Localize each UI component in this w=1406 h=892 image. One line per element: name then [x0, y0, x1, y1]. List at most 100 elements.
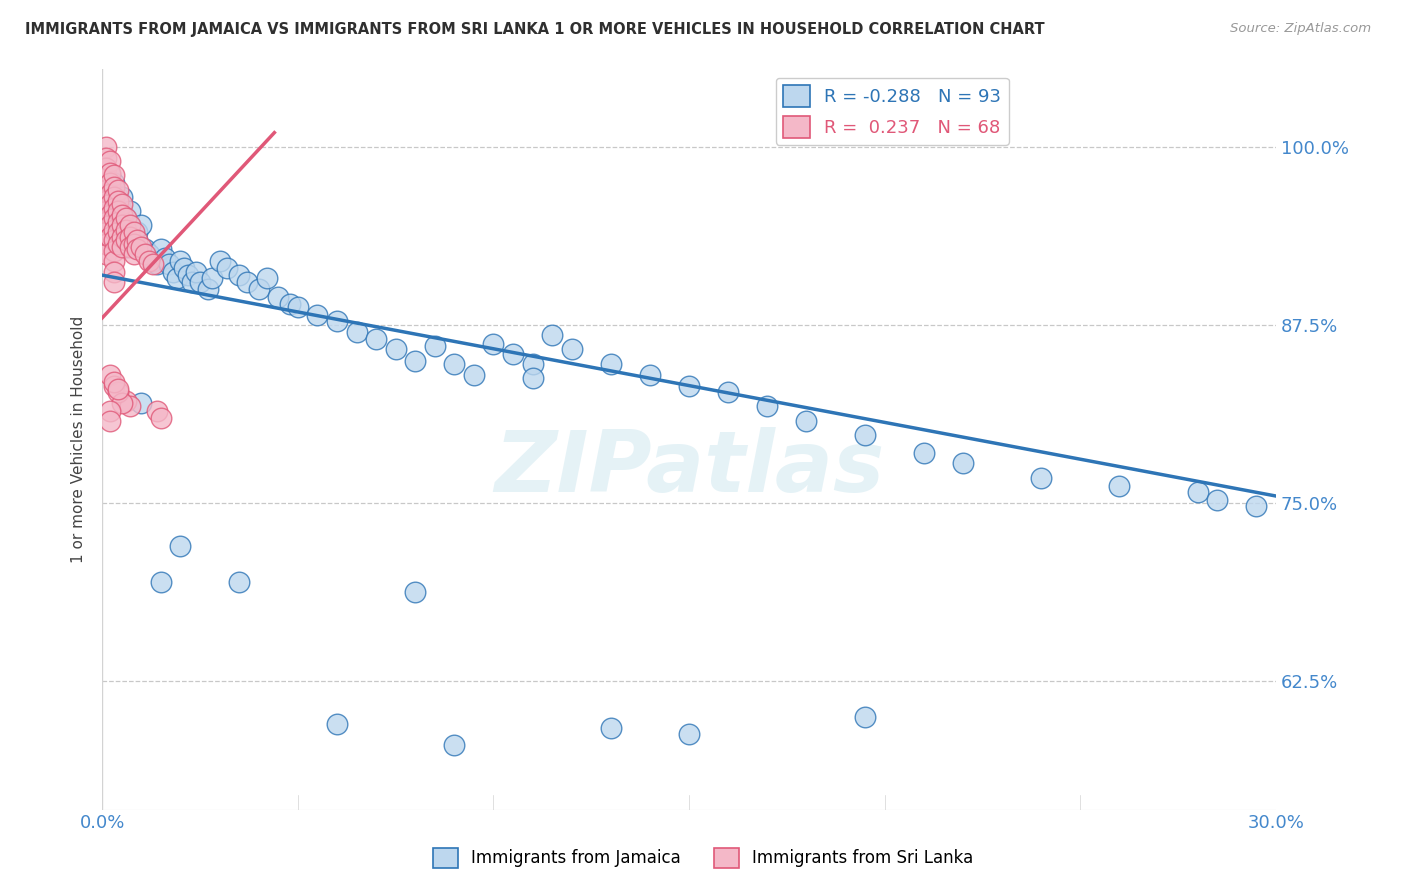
Point: [853, 710, 876, 724]
Point: [103, 233, 125, 247]
Point: [118, 399, 141, 413]
Point: [122, 240, 145, 254]
Point: [94, 151, 117, 165]
Point: [138, 247, 160, 261]
Point: [122, 236, 145, 251]
Point: [134, 247, 156, 261]
Point: [94, 161, 117, 176]
Point: [107, 208, 129, 222]
Point: [267, 289, 290, 303]
Point: [98, 154, 121, 169]
Point: [131, 219, 153, 233]
Point: [103, 275, 125, 289]
Point: [118, 219, 141, 233]
Point: [114, 233, 136, 247]
Point: [228, 268, 250, 282]
Point: [131, 240, 153, 254]
Point: [166, 271, 188, 285]
Point: [256, 271, 278, 285]
Legend: R = -0.288   N = 93, R =  0.237   N = 68: R = -0.288 N = 93, R = 0.237 N = 68: [776, 78, 1008, 145]
Legend: Immigrants from Jamaica, Immigrants from Sri Lanka: Immigrants from Jamaica, Immigrants from…: [426, 841, 980, 875]
Point: [118, 204, 141, 219]
Point: [122, 226, 145, 240]
Point: [541, 328, 564, 343]
Point: [127, 233, 149, 247]
Point: [127, 226, 149, 240]
Point: [599, 721, 621, 735]
Point: [103, 265, 125, 279]
Point: [717, 384, 740, 399]
Point: [94, 215, 117, 229]
Point: [364, 332, 387, 346]
Point: [103, 244, 125, 258]
Point: [912, 446, 935, 460]
Point: [678, 727, 700, 741]
Point: [94, 197, 117, 211]
Point: [111, 240, 134, 254]
Point: [127, 243, 149, 257]
Point: [94, 140, 117, 154]
Point: [326, 717, 349, 731]
Point: [98, 368, 121, 382]
Point: [114, 240, 136, 254]
Y-axis label: 1 or more Vehicles in Household: 1 or more Vehicles in Household: [72, 316, 86, 563]
Point: [142, 257, 165, 271]
Point: [114, 393, 136, 408]
Point: [103, 211, 125, 226]
Point: [247, 282, 270, 296]
Point: [98, 403, 121, 417]
Point: [111, 204, 134, 219]
Point: [103, 219, 125, 233]
Point: [111, 219, 134, 233]
Point: [107, 194, 129, 208]
Point: [169, 253, 191, 268]
Point: [173, 260, 195, 275]
Point: [111, 208, 134, 222]
Point: [278, 296, 301, 310]
Point: [482, 336, 505, 351]
Point: [326, 314, 349, 328]
Point: [111, 396, 134, 410]
Point: [153, 251, 176, 265]
Point: [98, 219, 121, 233]
Point: [103, 379, 125, 393]
Point: [188, 275, 211, 289]
Point: [502, 346, 524, 360]
Point: [94, 176, 117, 190]
Point: [346, 325, 368, 339]
Point: [103, 375, 125, 389]
Point: [1031, 470, 1053, 484]
Point: [107, 190, 129, 204]
Point: [98, 190, 121, 204]
Point: [142, 253, 165, 268]
Text: Source: ZipAtlas.com: Source: ZipAtlas.com: [1230, 22, 1371, 36]
Point: [443, 739, 465, 753]
Point: [131, 396, 153, 410]
Point: [94, 247, 117, 261]
Point: [98, 169, 121, 183]
Point: [103, 201, 125, 215]
Point: [107, 236, 129, 251]
Point: [678, 379, 700, 393]
Point: [169, 539, 191, 553]
Point: [522, 357, 544, 371]
Point: [111, 190, 134, 204]
Point: [111, 219, 134, 233]
Point: [146, 257, 169, 271]
Point: [127, 233, 149, 247]
Point: [1187, 484, 1209, 499]
Point: [94, 171, 117, 186]
Point: [114, 226, 136, 240]
Point: [177, 268, 200, 282]
Point: [146, 403, 169, 417]
Point: [114, 211, 136, 226]
Point: [103, 179, 125, 194]
Point: [107, 226, 129, 240]
Point: [98, 229, 121, 244]
Point: [103, 176, 125, 190]
Point: [107, 183, 129, 197]
Point: [181, 275, 204, 289]
Point: [423, 339, 446, 353]
Point: [107, 215, 129, 229]
Point: [94, 236, 117, 251]
